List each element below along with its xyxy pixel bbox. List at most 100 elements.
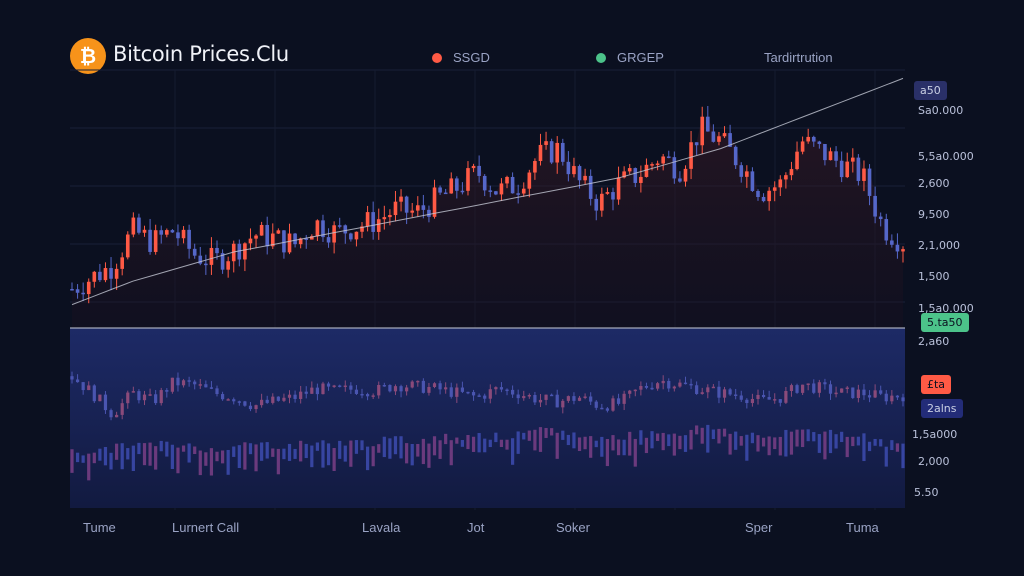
volume-candle bbox=[432, 383, 437, 387]
volume-candle bbox=[237, 401, 241, 403]
volume-candle bbox=[282, 397, 286, 401]
volume-candle bbox=[304, 391, 308, 394]
volume-candle bbox=[87, 385, 91, 391]
price-candle bbox=[499, 183, 504, 195]
oscillator-bar bbox=[148, 442, 152, 466]
oscillator-bar bbox=[70, 449, 74, 473]
volume-candle bbox=[276, 396, 280, 401]
oscillator-bar bbox=[444, 433, 448, 445]
volume-candle bbox=[728, 389, 732, 395]
oscillator-bar bbox=[382, 436, 386, 458]
legend-item-grgep[interactable]: GRGEP bbox=[596, 50, 664, 65]
oscillator-bar bbox=[538, 427, 543, 452]
volume-candle bbox=[226, 399, 230, 401]
oscillator-bar bbox=[287, 443, 292, 461]
oscillator-bar bbox=[784, 429, 788, 457]
oscillator-bar bbox=[728, 433, 732, 455]
price-candle bbox=[711, 131, 716, 142]
price-candle bbox=[198, 255, 203, 264]
volume-candle bbox=[103, 394, 108, 411]
volume-candle bbox=[656, 383, 660, 389]
oscillator-bar bbox=[304, 443, 308, 459]
volume-candle bbox=[600, 407, 604, 410]
volume-candle bbox=[605, 408, 610, 411]
oscillator-bar bbox=[393, 436, 398, 455]
volume-candle bbox=[667, 380, 671, 389]
volume-candle bbox=[812, 383, 816, 393]
legend-label-tardirtrution: Tardirtrution bbox=[764, 50, 833, 65]
price-candle bbox=[192, 248, 197, 256]
price-candle bbox=[605, 192, 610, 194]
volume-candle bbox=[393, 386, 398, 392]
volume-candle bbox=[633, 389, 637, 392]
volume-candle bbox=[248, 405, 253, 410]
x-tick-label: Tuma bbox=[846, 520, 879, 535]
legend-item-tardirtrution[interactable]: Tardirtrution bbox=[764, 50, 833, 65]
oscillator-bar bbox=[81, 455, 85, 463]
oscillator-bar bbox=[87, 453, 91, 481]
price-candle bbox=[901, 249, 905, 252]
legend-item-ssgd[interactable]: SSGD bbox=[432, 50, 490, 65]
price-candle bbox=[895, 244, 900, 252]
volume-candle bbox=[689, 383, 693, 386]
y-tick-label: 2,a60 bbox=[918, 335, 950, 348]
oscillator-bar bbox=[449, 440, 453, 466]
price-badge-red: £ta bbox=[921, 375, 952, 394]
oscillator-bar bbox=[851, 436, 855, 447]
price-candle bbox=[577, 166, 582, 181]
oscillator-bar bbox=[226, 449, 230, 475]
volume-candle bbox=[739, 395, 743, 400]
price-candle bbox=[103, 268, 108, 281]
price-candle bbox=[287, 233, 292, 253]
price-candle bbox=[566, 161, 571, 175]
oscillator-bar bbox=[92, 452, 96, 464]
price-candle bbox=[482, 175, 487, 191]
volume-candle bbox=[499, 387, 504, 390]
oscillator-bar bbox=[349, 440, 353, 467]
price-candle bbox=[739, 165, 744, 177]
oscillator-bar bbox=[644, 437, 649, 454]
oscillator-bar bbox=[455, 437, 459, 444]
oscillator-bar bbox=[622, 439, 626, 456]
price-candle bbox=[165, 230, 169, 235]
oscillator-bar bbox=[243, 442, 247, 470]
oscillator-bar bbox=[315, 442, 319, 451]
oscillator-bar bbox=[176, 447, 180, 474]
volume-candle bbox=[204, 384, 208, 388]
y-tick-label: 1,500 bbox=[918, 270, 950, 283]
volume-candle bbox=[365, 394, 370, 397]
volume-candle bbox=[471, 392, 476, 396]
oscillator-bar bbox=[862, 433, 866, 462]
volume-candle bbox=[399, 386, 403, 392]
price-candle bbox=[181, 229, 186, 239]
volume-candle bbox=[416, 380, 420, 383]
price-candle bbox=[326, 237, 331, 243]
price-candle bbox=[733, 146, 738, 166]
oscillator-bar bbox=[343, 445, 347, 462]
volume-candle bbox=[644, 385, 649, 388]
y-tick-label: Sa0.000 bbox=[918, 104, 964, 117]
volume-candle bbox=[360, 393, 364, 396]
oscillator-bar bbox=[154, 446, 158, 470]
price-badge-green: 5.ta50 bbox=[921, 313, 969, 332]
price-candle bbox=[438, 187, 442, 193]
oscillator-bar bbox=[695, 425, 699, 435]
oscillator-bar bbox=[338, 440, 342, 459]
price-candle bbox=[806, 136, 810, 142]
price-candle bbox=[767, 190, 771, 202]
y-tick-label: 1,5a000 bbox=[912, 428, 958, 441]
price-candle bbox=[811, 136, 816, 142]
price-candle bbox=[337, 225, 342, 227]
volume-candle bbox=[115, 414, 119, 418]
price-candle bbox=[332, 225, 336, 243]
price-candle bbox=[204, 263, 208, 266]
volume-candle bbox=[131, 391, 135, 393]
volume-candle bbox=[449, 387, 453, 397]
volume-candle bbox=[527, 395, 531, 397]
price-candle bbox=[616, 177, 621, 200]
price-candle bbox=[728, 133, 732, 147]
price-candle bbox=[488, 190, 493, 192]
price-candle bbox=[321, 220, 325, 238]
volume-candle bbox=[388, 384, 392, 392]
